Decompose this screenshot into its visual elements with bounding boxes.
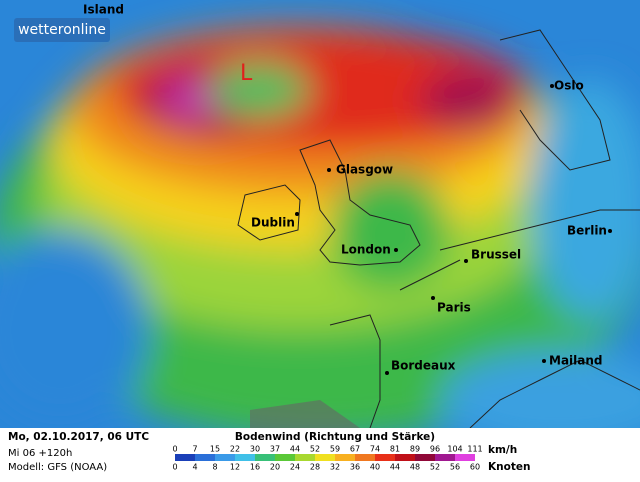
kmh-label: 30 <box>250 445 260 454</box>
legend-swatch <box>295 454 315 461</box>
logo: wetteronline <box>18 22 106 38</box>
knots-label: 60 <box>470 463 480 472</box>
logo-box <box>14 18 110 42</box>
kmh-label: 81 <box>390 445 400 454</box>
forecast-date: Mo, 02.10.2017, 06 UTC <box>8 431 149 443</box>
legend-swatch <box>355 454 375 461</box>
city-label: Dublin <box>251 216 295 230</box>
city-dot <box>608 229 612 233</box>
knots-label: 8 <box>212 463 217 472</box>
kmh-label: 96 <box>430 445 440 454</box>
legend-swatch <box>215 454 235 461</box>
knots-label: 48 <box>410 463 420 472</box>
legend-swatch <box>275 454 295 461</box>
legend-swatch <box>455 454 475 461</box>
knots-label: 44 <box>390 463 400 472</box>
kmh-label: 37 <box>270 445 280 454</box>
kmh-label: 44 <box>290 445 300 454</box>
legend-swatch <box>375 454 395 461</box>
knots-label: 52 <box>430 463 440 472</box>
kmh-label: 52 <box>310 445 320 454</box>
footer <box>0 428 640 478</box>
city-label: London <box>341 243 391 257</box>
knots-label: 4 <box>192 463 197 472</box>
legend-swatch <box>315 454 335 461</box>
knots-unit: Knoten <box>488 461 530 473</box>
knots-label: 20 <box>270 463 280 472</box>
kmh-label: 89 <box>410 445 420 454</box>
kmh-label: 0 <box>172 445 177 454</box>
city-label: Brussel <box>471 248 521 262</box>
city-dot <box>327 168 331 172</box>
legend-swatch <box>335 454 355 461</box>
knots-label: 56 <box>450 463 460 472</box>
city-dot <box>295 212 299 216</box>
legend-swatch <box>435 454 455 461</box>
knots-label: 40 <box>370 463 380 472</box>
city-label: Oslo <box>554 79 584 93</box>
legend-swatch <box>415 454 435 461</box>
kmh-label: 22 <box>230 445 240 454</box>
city-dot <box>385 371 389 375</box>
kmh-unit: km/h <box>488 444 517 456</box>
legend-swatch <box>255 454 275 461</box>
legend-swatch <box>175 454 195 461</box>
kmh-label: 67 <box>350 445 360 454</box>
city-label: Bordeaux <box>391 359 456 373</box>
city-label: Glasgow <box>336 163 393 177</box>
legend-swatch <box>195 454 215 461</box>
kmh-label: 111 <box>467 445 482 454</box>
model-run: Mi 06 +120h <box>8 448 72 459</box>
model-name: Modell: GFS (NOAA) <box>8 462 107 473</box>
cities: Island Oslo Glasgow Dublin London Brusse… <box>83 3 612 375</box>
city-dot <box>431 296 435 300</box>
low-marker: L <box>240 61 253 86</box>
city-dot <box>394 248 398 252</box>
city-label: Mailand <box>549 354 603 368</box>
knots-label: 0 <box>172 463 177 472</box>
knots-label: 12 <box>230 463 240 472</box>
kmh-label: 7 <box>192 445 197 454</box>
legend-swatch <box>395 454 415 461</box>
knots-label: 28 <box>310 463 320 472</box>
wind-field <box>0 0 640 428</box>
city-dot <box>550 84 554 88</box>
legend-title: Bodenwind (Richtung und Stärke) <box>235 431 435 443</box>
city-label: Island <box>83 3 124 17</box>
kmh-label: 74 <box>370 445 380 454</box>
city-label: Paris <box>437 301 471 315</box>
city-label: Berlin <box>567 224 607 238</box>
knots-label: 32 <box>330 463 340 472</box>
legend-swatch <box>235 454 255 461</box>
knots-label: 24 <box>290 463 300 472</box>
kmh-label: 104 <box>447 445 462 454</box>
knots-label: 16 <box>250 463 260 472</box>
kmh-label: 59 <box>330 445 340 454</box>
city-dot <box>464 259 468 263</box>
city-dot <box>542 359 546 363</box>
kmh-label: 15 <box>210 445 220 454</box>
knots-label: 36 <box>350 463 360 472</box>
